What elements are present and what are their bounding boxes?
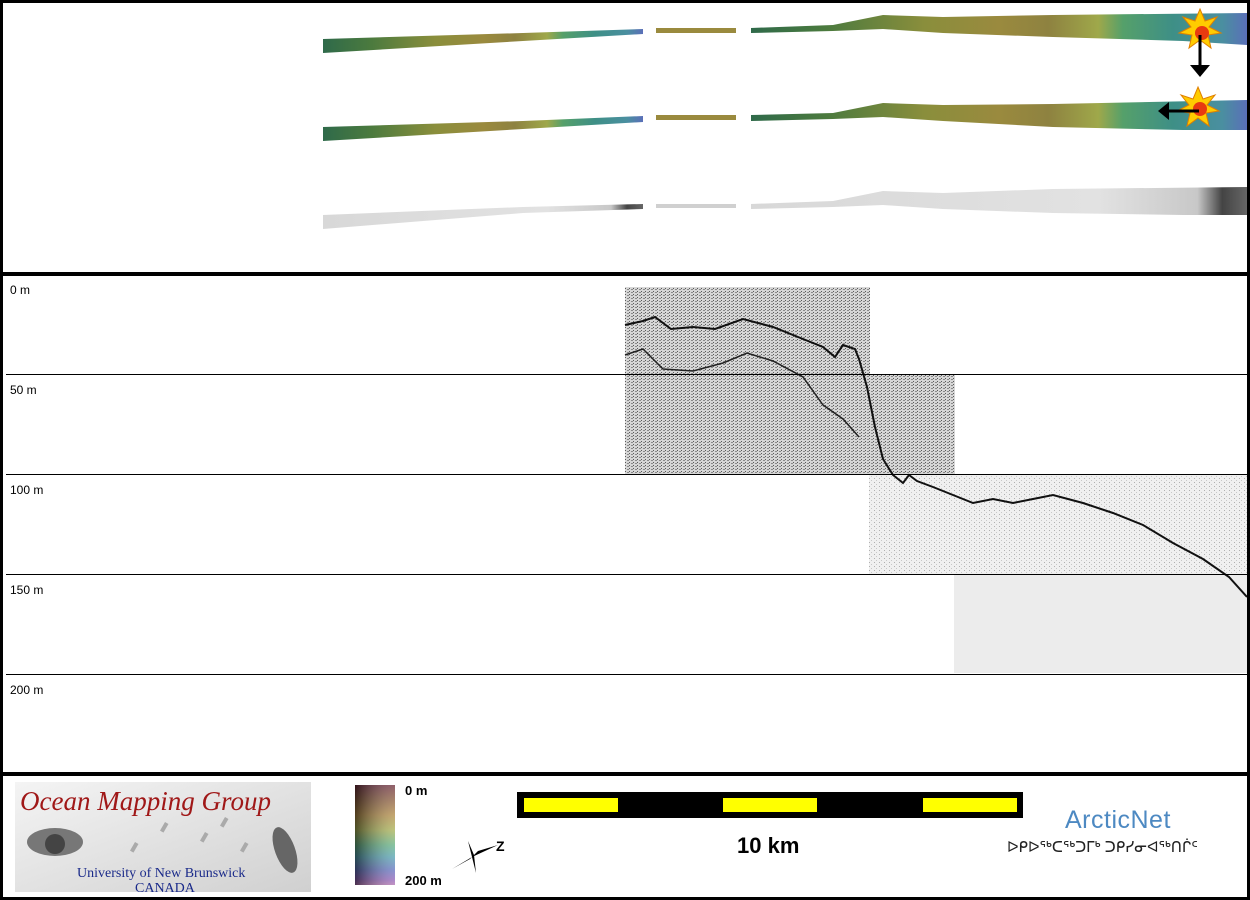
colorbar-top-label: 0 m: [405, 783, 428, 798]
subbottom-reflector: [624, 348, 860, 438]
divider-bottom: [0, 772, 1250, 776]
omg-logo: Ocean Mapping Group University of New Br…: [15, 782, 311, 896]
colorbar-bottom-label: 200 m: [405, 873, 442, 888]
legend-panel: Ocean Mapping Group University of New Br…: [3, 778, 1247, 897]
depth-label-50: 50 m: [10, 383, 37, 397]
depth-colorbar: [355, 785, 395, 885]
seabed-trace: [624, 315, 1247, 598]
compass-label: Z: [496, 838, 505, 854]
omg-country: CANADA: [135, 881, 195, 896]
echogram-block-1: [625, 287, 870, 375]
echogram-block-4: [954, 575, 1247, 673]
scale-bar: [517, 792, 1023, 818]
divider-top: [0, 272, 1250, 276]
arcticnet-inuktitut: ᐅᑭᐅᖅᑕᖅᑐᒥᒃ ᑐᑭᓯᓂᐊᖅᑎᒌᑦ: [1007, 839, 1198, 856]
swath-middle: [323, 100, 1247, 141]
swath-backscatter: [323, 187, 1247, 229]
echogram-block-3: [869, 475, 1247, 575]
depth-label-150: 150 m: [10, 583, 44, 597]
scale-label: 10 km: [737, 833, 800, 858]
sub-bottom-profile: [624, 287, 1247, 673]
swath-map-panel: [3, 3, 1247, 273]
omg-title: Ocean Mapping Group: [20, 786, 271, 816]
depth-label-100: 100 m: [10, 483, 44, 497]
depth-profile-panel: 0 m 50 m 100 m 150 m 200 m: [3, 277, 1250, 772]
depth-label-0: 0 m: [10, 283, 31, 297]
depth-gridline-100: [6, 474, 1250, 475]
echogram-block-2: [625, 375, 955, 475]
arcticnet-logo: ArcticNet: [1065, 806, 1171, 834]
arrow-left-icon: [1158, 102, 1199, 120]
omg-university: University of New Brunswick: [77, 866, 246, 881]
depth-label-200: 200 m: [10, 683, 44, 697]
swath-map: [323, 7, 1247, 229]
arrow-down-icon: [1190, 35, 1210, 77]
depth-gridline-150: [6, 574, 1250, 575]
swath-top: [323, 13, 1247, 53]
depth-gridline-50: [6, 374, 1250, 375]
compass-icon: Z: [448, 833, 508, 873]
depth-gridline-200: [6, 674, 1250, 675]
